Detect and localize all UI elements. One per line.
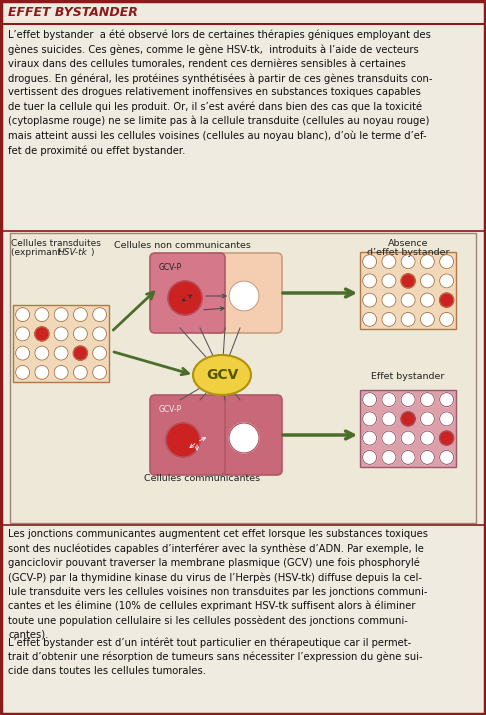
Circle shape <box>363 393 377 407</box>
Circle shape <box>363 450 377 464</box>
Circle shape <box>440 293 453 307</box>
Circle shape <box>420 312 434 326</box>
Circle shape <box>73 346 87 360</box>
Circle shape <box>54 346 68 360</box>
Circle shape <box>16 365 30 380</box>
Text: Les jonctions communicantes augmentent cet effet lorsque les substances toxiques: Les jonctions communicantes augmentent c… <box>8 529 428 640</box>
Circle shape <box>401 255 415 269</box>
Circle shape <box>229 423 259 453</box>
Text: GCV-P: GCV-P <box>159 405 182 414</box>
Circle shape <box>363 255 377 269</box>
Text: d’effet bystander: d’effet bystander <box>367 248 450 257</box>
Circle shape <box>16 327 30 341</box>
Circle shape <box>382 450 396 464</box>
Circle shape <box>420 255 434 269</box>
Circle shape <box>93 346 106 360</box>
Text: HSV-tk: HSV-tk <box>58 248 88 257</box>
Text: Cellules communicantes: Cellules communicantes <box>144 474 260 483</box>
Circle shape <box>16 307 30 322</box>
Circle shape <box>35 327 49 341</box>
Circle shape <box>363 274 377 288</box>
FancyBboxPatch shape <box>10 233 476 523</box>
Circle shape <box>440 431 453 445</box>
Circle shape <box>401 312 415 326</box>
Circle shape <box>73 307 87 322</box>
Text: L’effet bystander est d’un intérêt tout particulier en thérapeutique car il perm: L’effet bystander est d’un intérêt tout … <box>8 637 423 676</box>
Circle shape <box>401 274 415 288</box>
Text: L’effet bystander  a été observé lors de certaines thérapies géniques employant : L’effet bystander a été observé lors de … <box>8 30 433 156</box>
Circle shape <box>166 423 200 457</box>
Circle shape <box>440 312 453 326</box>
Circle shape <box>54 365 68 380</box>
Circle shape <box>363 431 377 445</box>
Circle shape <box>363 312 377 326</box>
Ellipse shape <box>193 355 251 395</box>
Circle shape <box>93 327 106 341</box>
Circle shape <box>440 255 453 269</box>
Circle shape <box>382 412 396 426</box>
Circle shape <box>420 274 434 288</box>
Circle shape <box>420 431 434 445</box>
Circle shape <box>440 412 453 426</box>
Circle shape <box>420 412 434 426</box>
FancyBboxPatch shape <box>150 395 225 475</box>
Circle shape <box>382 293 396 307</box>
Bar <box>360 252 456 329</box>
Circle shape <box>401 431 415 445</box>
FancyBboxPatch shape <box>150 253 225 333</box>
Circle shape <box>54 327 68 341</box>
Bar <box>13 305 109 382</box>
Text: Cellules non communicantes: Cellules non communicantes <box>114 241 251 250</box>
Text: Effet bystander: Effet bystander <box>371 372 445 381</box>
Circle shape <box>420 293 434 307</box>
Circle shape <box>16 346 30 360</box>
Text: EFFET BYSTANDER: EFFET BYSTANDER <box>8 6 138 19</box>
Text: GCV: GCV <box>206 368 238 382</box>
Circle shape <box>382 255 396 269</box>
Circle shape <box>440 393 453 407</box>
Circle shape <box>440 274 453 288</box>
Circle shape <box>363 293 377 307</box>
Text: Cellules transduites: Cellules transduites <box>11 239 101 248</box>
Circle shape <box>93 365 106 380</box>
Circle shape <box>401 450 415 464</box>
FancyBboxPatch shape <box>207 395 282 475</box>
Text: (exprimant: (exprimant <box>11 248 64 257</box>
Circle shape <box>401 393 415 407</box>
Circle shape <box>382 274 396 288</box>
Circle shape <box>420 393 434 407</box>
FancyBboxPatch shape <box>207 253 282 333</box>
Circle shape <box>401 293 415 307</box>
Circle shape <box>54 307 68 322</box>
Circle shape <box>382 312 396 326</box>
Circle shape <box>420 450 434 464</box>
Circle shape <box>35 307 49 322</box>
Circle shape <box>382 393 396 407</box>
Circle shape <box>440 450 453 464</box>
Circle shape <box>229 281 259 311</box>
Circle shape <box>73 327 87 341</box>
Text: GCV-P: GCV-P <box>159 263 182 272</box>
Circle shape <box>35 365 49 380</box>
Bar <box>360 390 456 467</box>
Circle shape <box>35 346 49 360</box>
Circle shape <box>93 307 106 322</box>
Text: ): ) <box>90 248 93 257</box>
Circle shape <box>382 431 396 445</box>
Circle shape <box>401 412 415 426</box>
Circle shape <box>168 281 202 315</box>
Circle shape <box>73 365 87 380</box>
Circle shape <box>363 412 377 426</box>
Text: Absence: Absence <box>388 239 428 248</box>
